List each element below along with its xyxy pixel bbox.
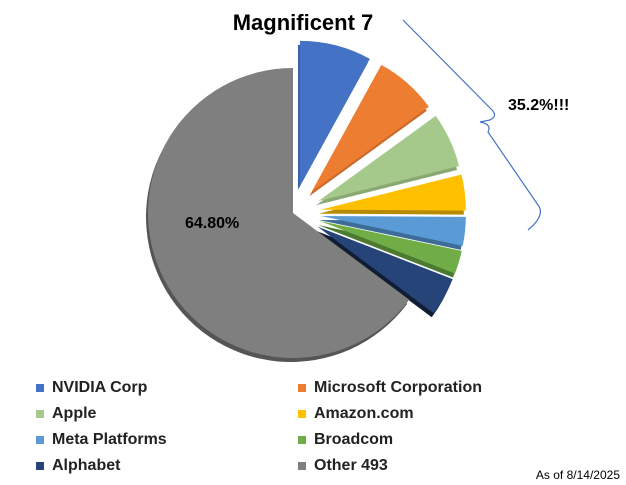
- chart-title: Magnificent 7: [232, 10, 374, 35]
- legend-label: Apple: [52, 405, 97, 422]
- pie-slice-alphabet: [317, 226, 453, 314]
- pie-slice-other-493: [147, 68, 410, 358]
- pie-slice-microsoft-corporation: [311, 64, 429, 192]
- legend-swatch: [36, 462, 44, 470]
- legend-label: Meta Platforms: [52, 431, 167, 448]
- legend-swatch: [298, 410, 306, 418]
- legend-item: Broadcom: [298, 431, 393, 449]
- legend-item: NVIDIA Corp: [36, 379, 147, 397]
- legend-label: NVIDIA Corp: [52, 379, 148, 396]
- legend-item: Other 493: [298, 457, 388, 475]
- legend-item: Microsoft Corporation: [298, 379, 482, 397]
- pie-slice-broadcom: [319, 220, 462, 274]
- legend-item: Alphabet: [36, 457, 120, 475]
- data-label-group: 35.2%!!!: [508, 97, 569, 114]
- legend-swatch: [298, 462, 306, 470]
- legend-label: Amazon.com: [314, 405, 414, 422]
- as-of-note: As of 8/14/2025: [535, 468, 620, 482]
- legend-swatch: [36, 410, 44, 418]
- legend-swatch: [36, 384, 44, 392]
- legend-label: Other 493: [314, 457, 388, 474]
- pie-slice-apple: [318, 115, 460, 202]
- legend-label: Alphabet: [52, 457, 121, 474]
- legend-item: Meta Platforms: [36, 431, 167, 449]
- group-brace: [402, 19, 541, 231]
- pie-slice-edge: [317, 224, 460, 278]
- pie-slice-amazon-com: [320, 174, 466, 211]
- legend-label: Broadcom: [314, 431, 394, 448]
- legend-item: Amazon.com: [298, 405, 414, 423]
- legend-swatch: [298, 384, 306, 392]
- legend-swatch: [298, 436, 306, 444]
- pie-slice-nvidia-corp: [299, 40, 370, 186]
- pie-slice-meta-platforms: [320, 215, 466, 246]
- data-label-other: 64.80%: [185, 215, 239, 232]
- legend-label: Microsoft Corporation: [314, 379, 482, 396]
- legend-item: Apple: [36, 405, 96, 423]
- legend-swatch: [36, 436, 44, 444]
